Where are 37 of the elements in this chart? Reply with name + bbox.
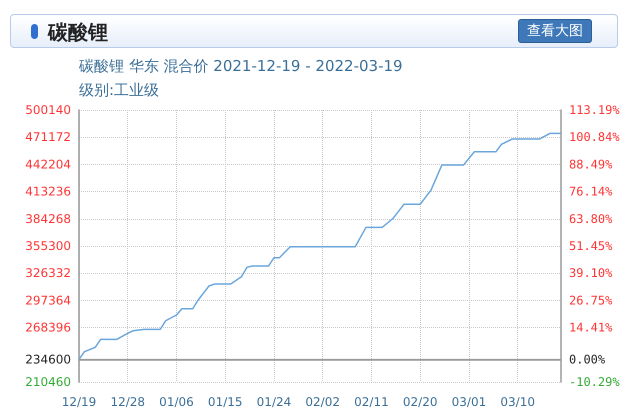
y-tick-label: 268396	[25, 320, 71, 335]
line-series	[78, 132, 562, 360]
x-tick-label: 01/15	[208, 395, 243, 409]
y2-tick-label: -10.29%	[569, 375, 620, 389]
y-tick-label: 413236	[25, 184, 71, 199]
text: 级别:工业级	[79, 81, 160, 100]
y-tick-label: 384268	[25, 212, 71, 226]
y2-tick-label: 51.45%	[569, 239, 614, 253]
x-tick-label: 03/10	[500, 395, 535, 409]
x-tick-label: 12/28	[110, 395, 146, 409]
x-tick-label: 02/20	[402, 395, 438, 409]
x-tick-label: 12/19	[62, 395, 96, 409]
y2-tick-label: 63.80%	[569, 212, 614, 226]
y-tick-label: 234600	[25, 352, 71, 366]
y-tick-label: 326332	[25, 266, 71, 280]
y2-tick-label: 88.49%	[569, 157, 614, 172]
chart-subtitle: 碳酸锂 华东 混合价 2021-12-19 - 2022-03-19	[79, 57, 403, 76]
x-tick-label: 01/06	[159, 395, 194, 409]
y-tick-label: 297364	[25, 293, 71, 308]
y-tick-label: 500140	[25, 103, 71, 117]
y2-tick-label: 26.75%	[569, 293, 614, 308]
y2-tick-label: 14.41%	[569, 320, 614, 335]
y2-tick-label: 100.84%	[569, 130, 620, 144]
text: 查看大图	[518, 19, 592, 43]
y-tick-label: 442204	[25, 157, 71, 172]
y2-tick-label: 76.14%	[569, 184, 614, 199]
x-tick-label: 01/24	[256, 395, 292, 409]
y2-tick-label: 39.10%	[569, 266, 614, 280]
y-tick-label: 210460	[25, 375, 71, 389]
chart-title: 碳酸锂	[48, 19, 108, 46]
y-tick-label: 355300	[25, 239, 71, 253]
y2-tick-label: 113.19%	[569, 103, 620, 117]
y-tick-label: 471172	[25, 130, 71, 144]
y2-tick-label: 0.00%	[569, 352, 606, 366]
x-tick-label: 03/01	[452, 395, 486, 409]
x-tick-label: 02/11	[354, 395, 389, 409]
x-tick-label: 02/02	[305, 395, 340, 409]
